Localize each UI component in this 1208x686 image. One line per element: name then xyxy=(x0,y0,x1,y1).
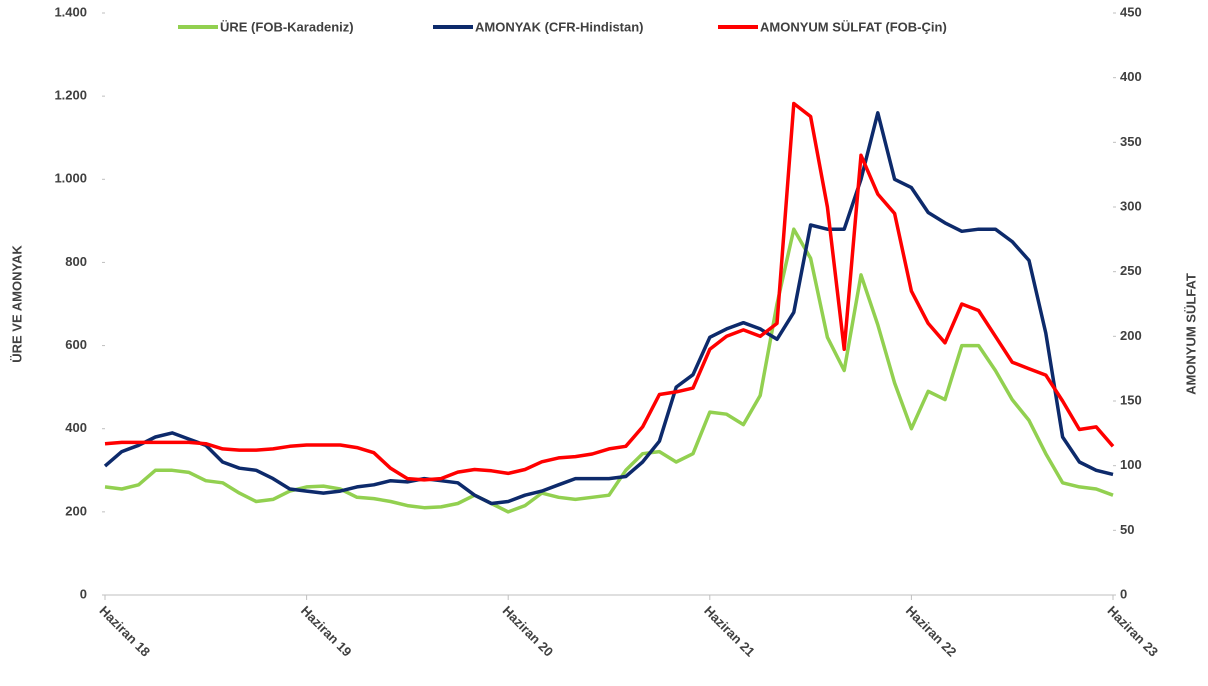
y2-tick-label: 50 xyxy=(1120,522,1134,537)
y2-tick-label: 100 xyxy=(1120,457,1142,472)
y-tick-label: 0 xyxy=(80,586,87,601)
y2-tick-label: 350 xyxy=(1120,134,1142,149)
y-tick-label: 1.200 xyxy=(54,88,87,103)
y2-tick-label: 0 xyxy=(1120,586,1127,601)
y2-tick-label: 400 xyxy=(1120,69,1142,84)
legend-label: AMONYUM SÜLFAT (FOB-Çin) xyxy=(760,19,947,34)
y2-tick-label: 300 xyxy=(1120,198,1142,213)
y-axis-title: ÜRE VE AMONYAK xyxy=(9,245,24,363)
x-tick-label: Haziran 22 xyxy=(903,603,960,660)
series-line xyxy=(103,111,1114,506)
y2-tick-label: 450 xyxy=(1120,4,1142,19)
legend-label: AMONYAK (CFR-Hindistan) xyxy=(475,19,644,34)
x-tick-label: Haziran 20 xyxy=(500,603,557,660)
y-tick-label: 400 xyxy=(65,420,87,435)
x-tick-label: Haziran 19 xyxy=(298,603,355,660)
y2-tick-label: 250 xyxy=(1120,263,1142,278)
y-tick-label: 200 xyxy=(65,503,87,518)
y-tick-label: 800 xyxy=(65,254,87,269)
x-tick-label: Haziran 21 xyxy=(701,603,758,660)
y2-tick-label: 150 xyxy=(1120,392,1142,407)
legend-label: ÜRE (FOB-Karadeniz) xyxy=(220,19,354,34)
y-tick-label: 600 xyxy=(65,337,87,352)
series-line xyxy=(104,227,1114,514)
x-tick-label: Haziran 18 xyxy=(96,603,153,660)
y2-axis-title: AMONYUM SÜLFAT xyxy=(1183,273,1198,395)
y-tick-label: 1.000 xyxy=(54,171,87,186)
y2-tick-label: 200 xyxy=(1120,328,1142,343)
x-tick-label: Haziran 23 xyxy=(1104,603,1161,660)
series-line xyxy=(104,101,1115,482)
y-tick-label: 1.400 xyxy=(54,4,87,19)
